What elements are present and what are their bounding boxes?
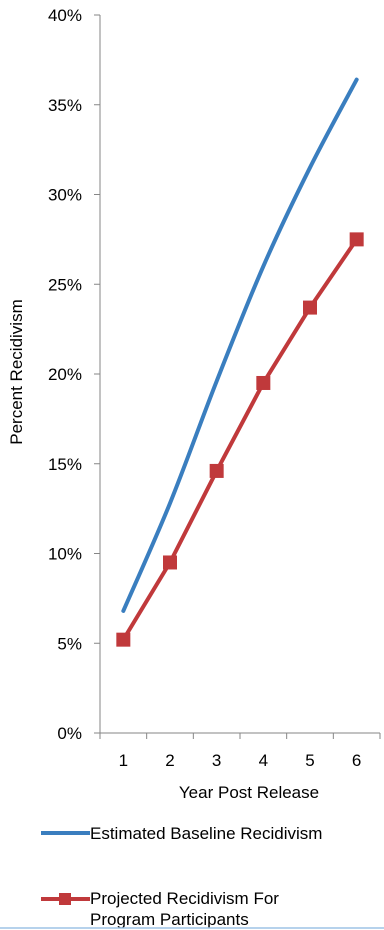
- legend-label-program: Projected Recidivism For Program Partici…: [90, 889, 284, 929]
- legend-label-program-line-1: Projected Recidivism For: [90, 889, 279, 908]
- y-axis: 0% 5% 10% 15% 20% 25% 30% 35% 40%: [48, 6, 101, 743]
- y-tick-label: 20%: [48, 365, 82, 384]
- x-tick-label: 5: [305, 751, 314, 770]
- y-axis-title: Percent Recidivism: [7, 299, 26, 445]
- series-line-program: [121, 237, 359, 642]
- legend-label-program-line-2: Program Participants: [90, 910, 249, 929]
- x-axis: 1 2 3 4 5 6: [99, 732, 381, 770]
- x-tick-label: 1: [119, 751, 128, 770]
- legend-label-baseline: Estimated Baseline Recidivism: [90, 824, 322, 843]
- x-tick-label: 3: [212, 751, 221, 770]
- x-tick-label: 6: [352, 751, 361, 770]
- data-point-marker: [116, 632, 131, 647]
- y-tick-label: 15%: [48, 455, 82, 474]
- x-tick-label: 4: [259, 751, 268, 770]
- data-point-marker: [303, 300, 317, 315]
- y-tick-label: 40%: [48, 6, 82, 25]
- legend: Estimated Baseline Recidivism Projected …: [41, 824, 322, 929]
- y-tick-label: 25%: [48, 275, 82, 294]
- y-tick-label: 30%: [48, 186, 82, 205]
- data-point-marker: [256, 375, 271, 390]
- series-line-baseline: [121, 77, 359, 613]
- data-point-marker: [163, 555, 177, 570]
- y-tick-label: 10%: [48, 545, 82, 564]
- data-point-marker: [349, 232, 364, 247]
- y-tick-label: 5%: [57, 634, 82, 653]
- x-axis-title: Year Post Release: [179, 783, 319, 802]
- x-tick-label: 2: [165, 751, 174, 770]
- y-tick-label: 35%: [48, 96, 82, 115]
- legend-swatch-program-marker: [59, 893, 71, 905]
- data-point-marker: [209, 463, 224, 478]
- series-layer: [116, 77, 364, 647]
- y-tick-label: 0%: [57, 724, 82, 743]
